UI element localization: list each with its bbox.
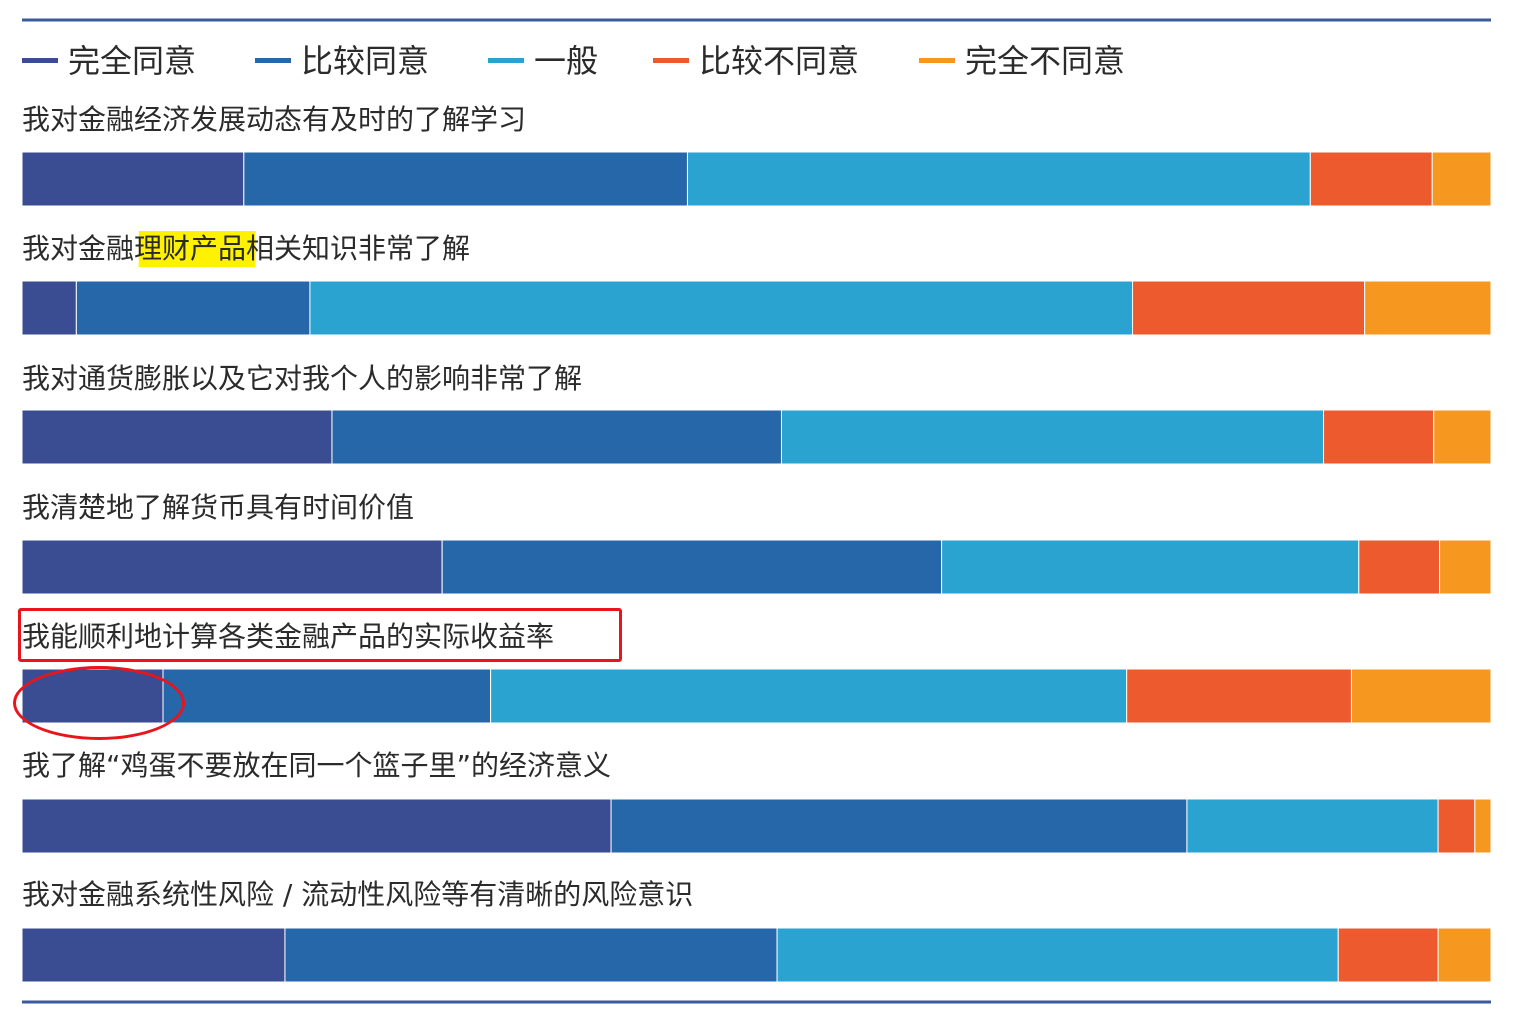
bar-segment bbox=[284, 927, 778, 983]
bar-segment bbox=[610, 798, 1188, 854]
category-label: 我对金融理财产品相关知识非常了解 bbox=[22, 232, 470, 265]
legend-swatch bbox=[488, 58, 524, 63]
category-label: 我清楚地了解货币具有时间价值 bbox=[22, 491, 414, 524]
bar-segment bbox=[1437, 927, 1492, 983]
bar-segment bbox=[1126, 668, 1352, 724]
bar-segment bbox=[1132, 280, 1366, 336]
bar-segment bbox=[309, 280, 1134, 336]
bar-rows: 我对金融经济发展动态有及时的了解学习我对金融理财产品相关知识非常了解我对通货膨胀… bbox=[21, 103, 1492, 983]
bar-segment bbox=[780, 409, 1325, 465]
bar-segment bbox=[1358, 539, 1441, 595]
bar-segment bbox=[1474, 798, 1492, 854]
bar-segment bbox=[21, 280, 77, 336]
annotation-rectangle bbox=[18, 608, 622, 662]
annotation-ellipse bbox=[13, 666, 185, 740]
bar-segment bbox=[686, 151, 1311, 207]
bar-segment bbox=[1364, 280, 1492, 336]
bar-segment bbox=[1337, 927, 1439, 983]
bar-segment bbox=[490, 668, 1128, 724]
bar-segment bbox=[331, 409, 782, 465]
bar-segment bbox=[75, 280, 311, 336]
legend-swatch bbox=[22, 58, 58, 63]
bar-segment bbox=[441, 539, 943, 595]
legend-label: 比较同意 bbox=[301, 42, 429, 80]
bar-segment bbox=[1433, 409, 1492, 465]
bar-segment bbox=[941, 539, 1360, 595]
bar-segment bbox=[162, 668, 492, 724]
legend-label: 完全不同意 bbox=[965, 42, 1125, 80]
bar-segment bbox=[21, 927, 286, 983]
category-label: 我对金融经济发展动态有及时的了解学习 bbox=[22, 103, 526, 136]
text-highlight-marker bbox=[138, 231, 256, 267]
category-label: 我对通货膨胀以及它对我个人的影响非常了解 bbox=[22, 362, 582, 395]
bar-segment bbox=[21, 798, 612, 854]
bar-segment bbox=[21, 409, 333, 465]
legend-swatch bbox=[255, 58, 291, 63]
legend-swatch bbox=[919, 58, 955, 63]
bar-segment bbox=[1439, 539, 1492, 595]
bar-segment bbox=[1186, 798, 1439, 854]
legend: 完全同意 比较同意 一般 比较不同意 完全不同意 bbox=[22, 42, 1125, 80]
bar-segment bbox=[243, 151, 688, 207]
bar-segment bbox=[1350, 668, 1492, 724]
category-label: 我能顺利地计算各类金融产品的实际收益率 bbox=[22, 620, 554, 653]
legend-swatch bbox=[653, 58, 689, 63]
category-label: 我对金融系统性风险 / 流动性风险等有清晰的风险意识 bbox=[22, 878, 693, 911]
bar-segment bbox=[21, 151, 245, 207]
legend-label: 比较不同意 bbox=[699, 42, 859, 80]
bar-segment bbox=[1309, 151, 1433, 207]
bar-segment bbox=[776, 927, 1339, 983]
bar-segment bbox=[1323, 409, 1435, 465]
bar-segment bbox=[1437, 798, 1476, 854]
legend-label: 完全同意 bbox=[68, 42, 196, 80]
category-label: 我了解“鸡蛋不要放在同一个篮子里”的经济意义 bbox=[22, 749, 611, 782]
bar-segment bbox=[21, 539, 443, 595]
legend-label: 一般 bbox=[534, 42, 598, 80]
bar-segment bbox=[1431, 151, 1492, 207]
